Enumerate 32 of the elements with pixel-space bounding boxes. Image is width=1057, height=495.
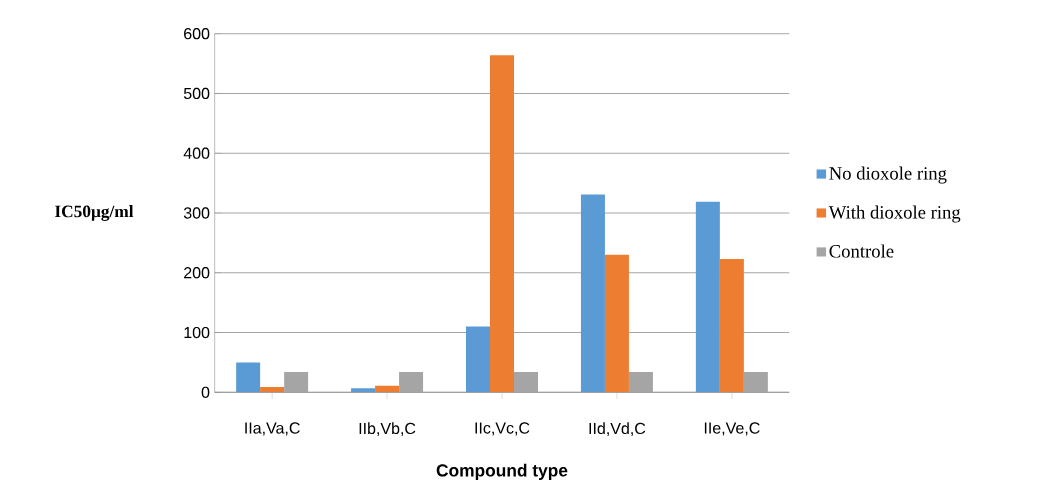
bar — [514, 372, 538, 393]
bar — [466, 326, 490, 393]
y-tick-label: 400 — [183, 147, 210, 159]
x-tick-label: IIa,Va,C — [245, 422, 300, 436]
bar — [236, 362, 261, 393]
bar — [375, 385, 400, 393]
y-tick-label: 500 — [183, 87, 210, 100]
bar — [604, 254, 629, 393]
bar — [284, 372, 309, 393]
legend-label: No dioxole ring — [829, 166, 947, 184]
bar — [399, 372, 424, 393]
bar — [743, 372, 768, 393]
bar — [260, 386, 285, 393]
y-axis-title: IC50μg/ml — [55, 205, 134, 221]
x-axis-title: Compound type — [436, 463, 568, 480]
x-tick-label: IIc,Vc,C — [475, 422, 530, 436]
y-tick-label: 600 — [184, 28, 210, 40]
y-tick-label: 100 — [184, 326, 210, 339]
bar — [490, 55, 514, 393]
bar — [580, 194, 605, 393]
y-tick-label: 200 — [184, 267, 210, 279]
x-tick-label: IIb,Vb,C — [359, 422, 416, 437]
bar — [719, 259, 744, 393]
x-tick-label: IId,Vd,C — [589, 422, 646, 437]
legend-label: With dioxole ring — [828, 205, 961, 223]
y-tick-label: 300 — [183, 207, 210, 219]
x-tick-label: IIe,Ve,C — [704, 422, 760, 436]
bar — [695, 201, 720, 393]
legend-label: Controle — [829, 244, 894, 258]
bar — [628, 372, 653, 393]
y-tick-label: 0 — [201, 386, 210, 398]
bar — [351, 388, 376, 393]
